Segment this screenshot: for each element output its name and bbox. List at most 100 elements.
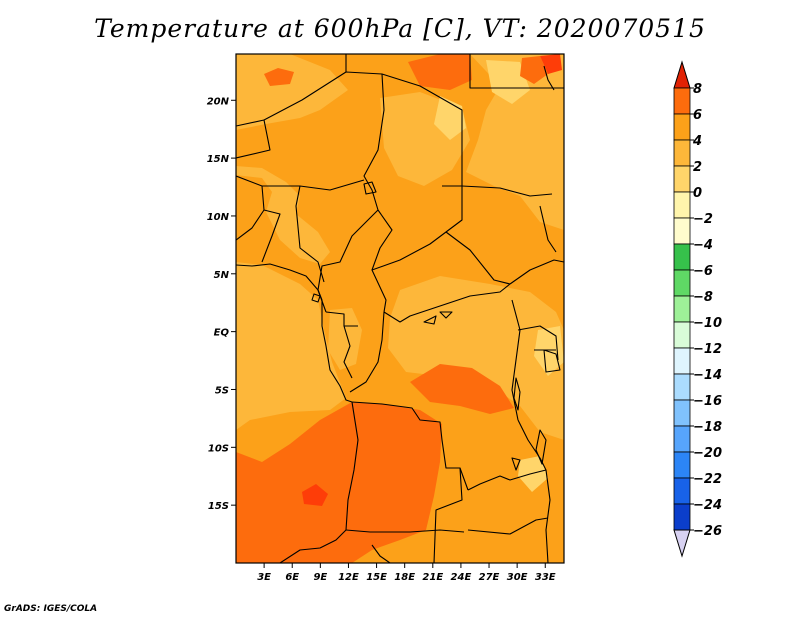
- lake-outline: [535, 429, 547, 465]
- border-line: [433, 467, 463, 563]
- field-region-m2-0: [486, 60, 530, 104]
- border-line: [321, 300, 353, 403]
- field-region-m2-0: [518, 456, 548, 492]
- field-region-4-6: [410, 364, 514, 414]
- grads-credit: GrADS: IGES/COLA: [4, 604, 98, 614]
- colorbar-swatch: [673, 113, 691, 141]
- border-line: [467, 517, 549, 535]
- colorbar-label: −16: [693, 394, 722, 409]
- colorbar-swatch: [673, 503, 691, 531]
- colorbar-swatch: [673, 321, 691, 349]
- lon-tick-label: 12E: [338, 572, 359, 583]
- lake-outline: [511, 457, 521, 471]
- border-line: [383, 283, 511, 323]
- lake-outline: [311, 293, 321, 303]
- field-region-0-2: [236, 262, 346, 430]
- lake-outline: [543, 349, 561, 373]
- colorbar-label: 0: [693, 186, 702, 201]
- colorbar-swatch: [673, 139, 691, 167]
- colorbar-label: −12: [693, 342, 722, 357]
- colorbar-label: 2: [693, 160, 702, 175]
- colorbar-label: −4: [693, 238, 713, 253]
- border-line: [345, 401, 359, 531]
- border-line: [262, 179, 365, 191]
- colorbar-label: −2: [693, 212, 713, 227]
- border-line: [295, 185, 325, 283]
- colorbar-swatch: [673, 243, 691, 271]
- border-line: [343, 325, 353, 379]
- colorbar-swatch: [673, 399, 691, 427]
- colorbar-label: −22: [693, 472, 722, 487]
- lon-tick-label: 24E: [451, 572, 472, 583]
- colorbar-top-arrow: [673, 60, 691, 89]
- colorbar-swatch: [673, 269, 691, 297]
- lon-tick-label: 21E: [422, 572, 443, 583]
- lon-tick-label: 9E: [313, 572, 327, 583]
- map-frame: [235, 53, 565, 564]
- border-line: [345, 529, 465, 533]
- colorbar-label: −20: [693, 446, 722, 461]
- country-borders: [236, 54, 564, 563]
- temperature-field: [236, 54, 564, 563]
- colorbar-label: −6: [693, 264, 713, 279]
- colorbar-label: −18: [693, 420, 722, 435]
- field-region-0-2: [236, 166, 330, 264]
- lon-tick-label: 15E: [366, 572, 387, 583]
- lat-tick-label: 20N: [207, 96, 230, 107]
- border-line: [509, 259, 564, 285]
- colorbar-label: 6: [693, 108, 702, 123]
- field-region-0-2: [328, 308, 362, 370]
- border-line: [325, 311, 358, 327]
- lake-outline: [439, 311, 453, 319]
- colorbar-label: −26: [693, 524, 722, 539]
- border-line: [363, 73, 385, 211]
- colorbar-swatch: [673, 191, 691, 219]
- colorbar-label: 8: [693, 82, 702, 97]
- colorbar-swatch: [673, 347, 691, 375]
- field-region-0-2: [236, 54, 348, 130]
- colorbar-swatch: [673, 425, 691, 453]
- border-line: [469, 54, 564, 89]
- colorbar-swatch: [673, 295, 691, 323]
- colorbar-swatch: [673, 373, 691, 401]
- lat-tick-label: 5N: [214, 270, 230, 281]
- field-region-4-6: [264, 68, 294, 86]
- colorbar-swatch: [673, 451, 691, 479]
- field-region-4-6: [408, 54, 472, 90]
- border-line: [279, 529, 347, 563]
- lat-tick-label: EQ: [214, 328, 230, 339]
- colorbar-swatch: [673, 165, 691, 193]
- border-line: [539, 205, 557, 253]
- lat-tick-label: 5S: [215, 385, 229, 396]
- lat-tick-label: 15S: [208, 501, 229, 512]
- colorbar: 8 6 4 2 0 −2 −4 −6 −8 −10 −12 −14 −16 −18 −20 −22 −24 −26: [673, 60, 722, 558]
- colorbar-label: 4: [692, 134, 702, 149]
- border-line: [517, 325, 559, 361]
- map-title: Temperature at 600hPa [C], VT: 202007051…: [94, 14, 706, 43]
- colorbar-swatch: [673, 217, 691, 245]
- border-line: [445, 231, 511, 285]
- lat-tick-label: 15N: [207, 154, 230, 165]
- border-line: [261, 209, 281, 263]
- lake-outline: [363, 181, 377, 195]
- field-region-4-6: [236, 402, 442, 563]
- lon-tick-label: 3E: [257, 572, 271, 583]
- lake-outline: [513, 377, 521, 411]
- border-line: [236, 263, 323, 301]
- colorbar-label: −10: [693, 316, 722, 331]
- colorbar-label: −8: [693, 290, 713, 305]
- lon-tick-label: 18E: [394, 572, 415, 583]
- border-line: [236, 119, 271, 159]
- colorbar-swatch: [673, 477, 691, 505]
- border-line: [371, 544, 391, 563]
- colorbar-label: −24: [693, 498, 722, 513]
- field-region-6-8: [540, 54, 562, 74]
- lake-outline: [423, 315, 437, 325]
- field-region-0-2: [466, 54, 564, 230]
- colorbar-swatch: [673, 87, 691, 115]
- field-region-0-2: [388, 276, 564, 440]
- field-region-m2-0: [434, 96, 466, 140]
- border-line: [349, 311, 385, 393]
- border-line: [543, 65, 555, 91]
